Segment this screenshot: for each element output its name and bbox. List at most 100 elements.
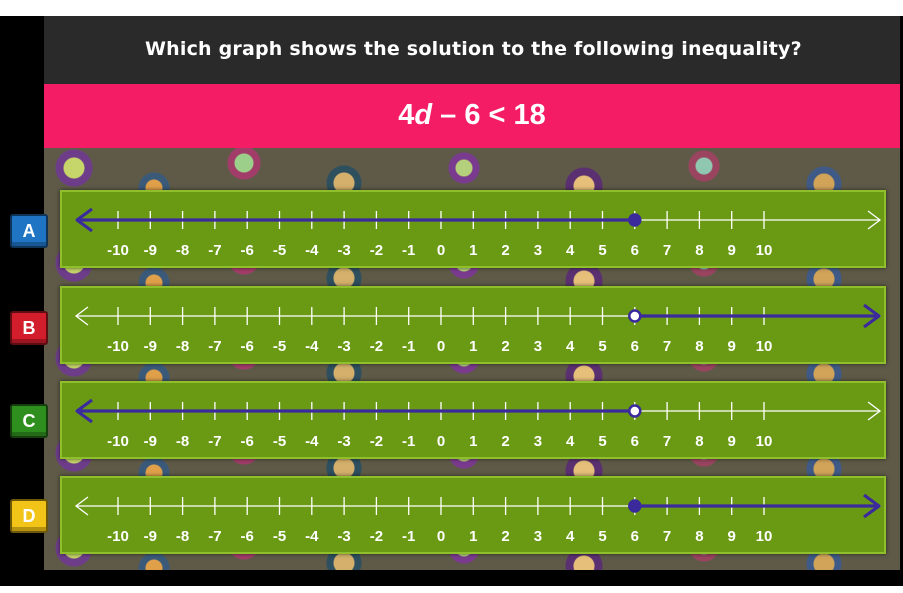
tick-label: -4: [305, 528, 319, 545]
tick-label: -3: [337, 433, 350, 450]
axis-right-arrow-icon: [867, 401, 882, 421]
tick-label: 2: [501, 338, 509, 355]
tick-label: 7: [663, 338, 671, 355]
tick-label: -9: [144, 338, 157, 355]
closed-endpoint-dot: [628, 499, 642, 513]
tick-label: 8: [695, 242, 703, 259]
tick-label: -5: [273, 242, 286, 259]
tick-label: 4: [566, 338, 575, 355]
tick-label: -8: [176, 528, 189, 545]
tick-label: 8: [695, 338, 703, 355]
tick-label: -6: [241, 433, 254, 450]
tick-label: 6: [631, 338, 639, 355]
number-line-graph: -10 -9 -8 -7 -6 -5 -4 -3 -2 -1 0 1 2 3 4 5 6 7 8 9 10: [74, 493, 882, 545]
tick-label: -2: [370, 338, 383, 355]
option-a-letter-tab[interactable]: A: [10, 214, 48, 248]
number-line-graph: -10 -9 -8 -7 -6 -5 -4 -3 -2 -1 0 1 2 3 4 5 6 7 8 9 10: [74, 398, 882, 450]
tick-label: 4: [566, 528, 575, 545]
tick-label: 0: [437, 242, 445, 259]
tick-label: 2: [501, 433, 509, 450]
question-header: Which graph shows the solution to the fo…: [44, 16, 900, 84]
tick-label: 5: [598, 242, 606, 259]
tick-label: -1: [402, 242, 415, 259]
inequality-variable: d: [414, 99, 433, 131]
number-line-graph: -10 -9 -8 -7 -6 -5 -4 -3 -2 -1 0 1 2 3 4 5 6 7 8 9 10: [74, 207, 882, 259]
tick-label: 10: [756, 338, 773, 355]
tick-label: 7: [663, 433, 671, 450]
open-endpoint-circle: [628, 404, 642, 418]
tick-label: -3: [337, 242, 350, 259]
tick-label: 8: [695, 433, 703, 450]
tick-label: -2: [370, 528, 383, 545]
option-c-number-line[interactable]: -10 -9 -8 -7 -6 -5 -4 -3 -2 -1 0 1 2 3 4 5 6 7 8 9 10: [60, 381, 886, 459]
tick-label: 0: [437, 433, 445, 450]
axis-left-arrow-icon: [74, 306, 89, 326]
inequality-banner: 4d – 6 < 18: [44, 84, 900, 148]
option-d-letter-tab[interactable]: D: [10, 499, 48, 533]
tick-label: -6: [241, 528, 254, 545]
option-b-number-line[interactable]: -10 -9 -8 -7 -6 -5 -4 -3 -2 -1 0 1 2 3 4 5 6 7 8 9 10: [60, 286, 886, 364]
tick-label: -3: [337, 338, 350, 355]
tick-label: 6: [631, 528, 639, 545]
tick-label: -7: [208, 433, 221, 450]
tick-label: 3: [534, 433, 542, 450]
option-b-letter-tab[interactable]: B: [10, 311, 48, 345]
tick-label: 3: [534, 338, 542, 355]
tick-label: 4: [566, 242, 575, 259]
tick-label: 10: [756, 528, 773, 545]
inequality-text: 4d – 6 < 18: [44, 99, 900, 132]
tick-label: -8: [176, 242, 189, 259]
tick-label: -10: [107, 242, 129, 259]
tick-label: -10: [107, 433, 129, 450]
tick-label: -9: [144, 433, 157, 450]
tick-label: 3: [534, 528, 542, 545]
axis-left-arrow-icon: [74, 496, 89, 516]
solution-arrow-icon: [75, 207, 93, 233]
closed-endpoint-dot: [628, 213, 642, 227]
tick-label: -2: [370, 433, 383, 450]
tick-label: 8: [695, 528, 703, 545]
inequality-coefficient: 4: [398, 99, 415, 131]
tick-label: 9: [728, 338, 736, 355]
tick-label: 7: [663, 242, 671, 259]
tick-label: -8: [176, 338, 189, 355]
tick-label: 9: [728, 528, 736, 545]
tick-label: -9: [144, 242, 157, 259]
tick-label: 6: [631, 242, 639, 259]
option-c-letter-tab[interactable]: C: [10, 404, 48, 438]
question-text: Which graph shows the solution to the fo…: [145, 38, 802, 60]
tick-label: 2: [501, 242, 509, 259]
tick-label: 9: [728, 242, 736, 259]
tick-label: -9: [144, 528, 157, 545]
tick-label: -6: [241, 242, 254, 259]
tick-label: 5: [598, 528, 606, 545]
tick-label: 0: [437, 338, 445, 355]
tick-label: -10: [107, 528, 129, 545]
tick-label: -10: [107, 338, 129, 355]
inequality-remainder: – 6 < 18: [432, 99, 546, 131]
tick-label: 5: [598, 338, 606, 355]
option-d-number-line[interactable]: -10 -9 -8 -7 -6 -5 -4 -3 -2 -1 0 1 2 3 4 5 6 7 8 9 10: [60, 476, 886, 554]
axis-right-arrow-icon: [867, 210, 882, 230]
tick-label: -1: [402, 338, 415, 355]
option-a-number-line[interactable]: -10 -9 -8 -7 -6 -5 -4 -3 -2 -1 0 1 2 3 4 5 6 7 8 9 10: [60, 190, 886, 268]
tick-label: 9: [728, 433, 736, 450]
tick-label: -3: [337, 528, 350, 545]
tick-label: 6: [631, 433, 639, 450]
tick-label: -1: [402, 528, 415, 545]
tick-label: -1: [402, 433, 415, 450]
tick-label: -4: [305, 338, 319, 355]
tick-label: -5: [273, 528, 286, 545]
tick-label: -7: [208, 528, 221, 545]
tick-label: 0: [437, 528, 445, 545]
tick-label: -7: [208, 242, 221, 259]
tick-label: -4: [305, 433, 319, 450]
number-line-graph: -10 -9 -8 -7 -6 -5 -4 -3 -2 -1 0 1 2 3 4 5 6 7 8 9 10: [74, 303, 882, 355]
tick-label: 1: [469, 433, 477, 450]
tick-label: -5: [273, 433, 286, 450]
tick-label: 7: [663, 528, 671, 545]
tick-label: 3: [534, 242, 542, 259]
tick-label: -4: [305, 242, 319, 259]
tick-label: 1: [469, 242, 477, 259]
tick-label: -5: [273, 338, 286, 355]
